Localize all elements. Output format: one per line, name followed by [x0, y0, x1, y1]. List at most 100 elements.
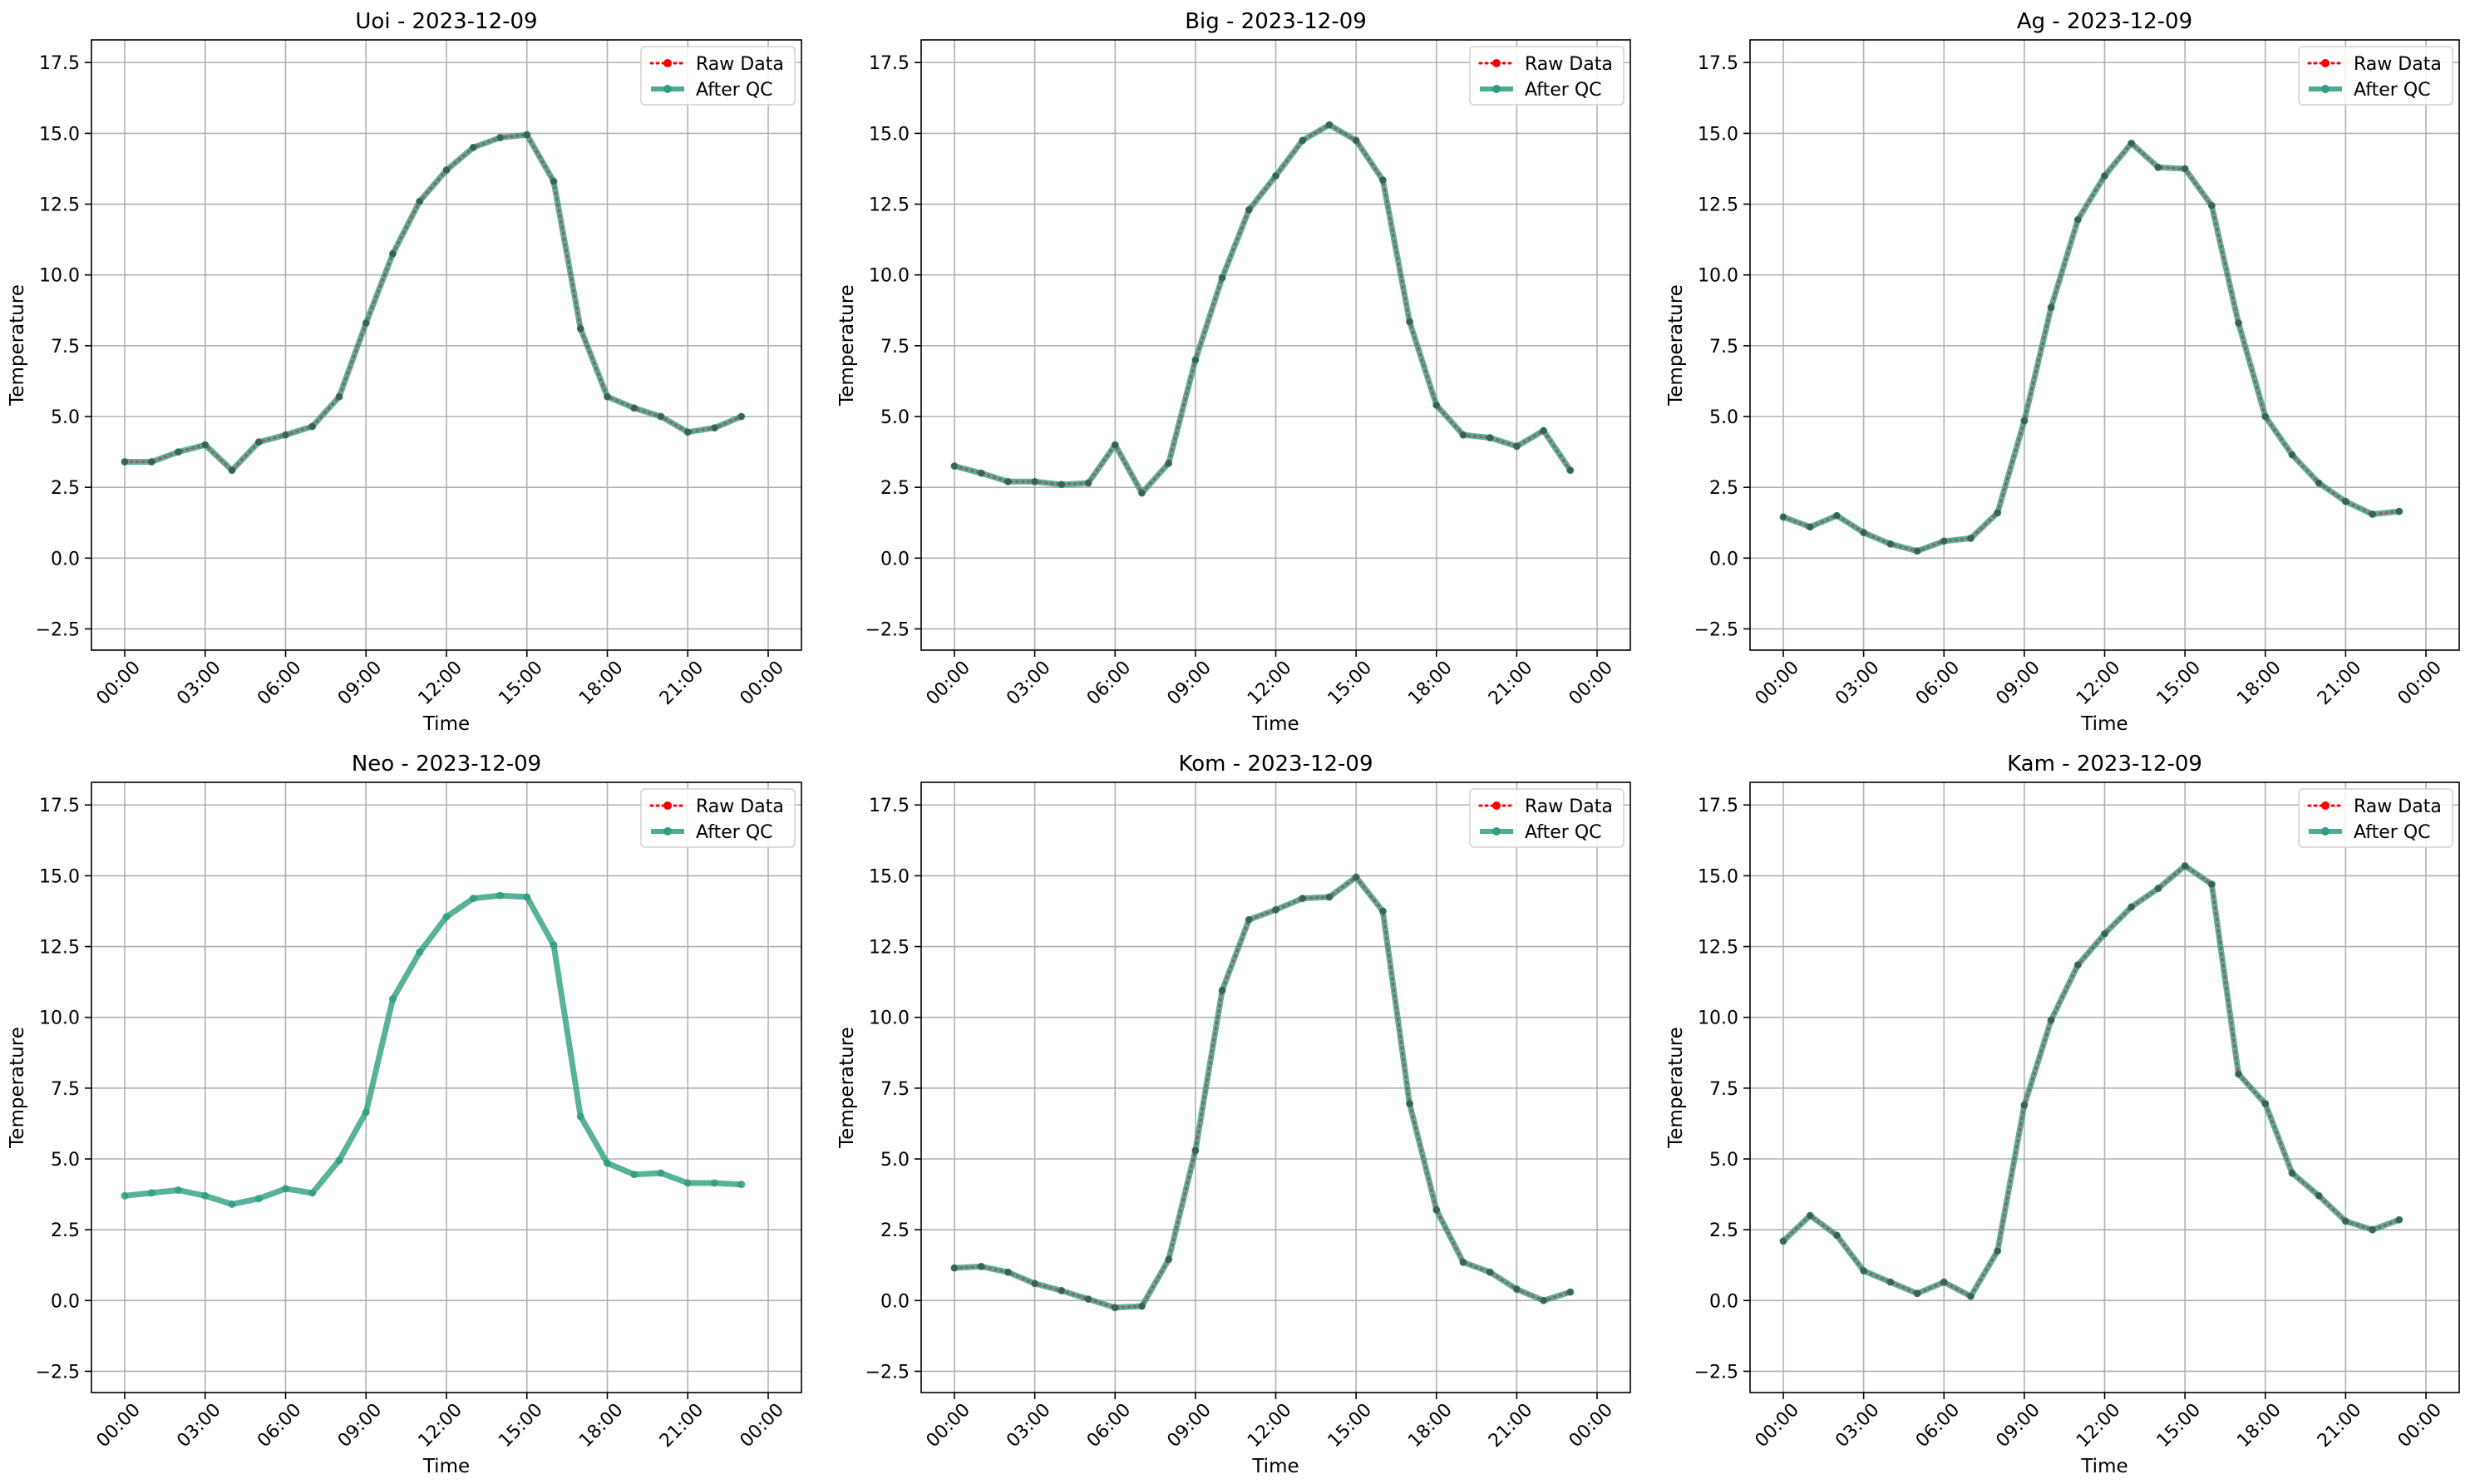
data-point-raw-data — [1245, 206, 1253, 214]
data-point-raw-data — [201, 441, 209, 449]
y-tick-label: 0.0 — [1709, 1291, 1738, 1312]
grid-lines — [1750, 40, 2459, 650]
data-point-raw-data — [604, 393, 611, 401]
data-point-raw-data — [1219, 274, 1226, 282]
data-point-raw-data — [362, 319, 370, 327]
data-point-raw-data — [2101, 930, 2108, 938]
data-point-after-qc — [389, 995, 397, 1003]
x-tick-label: 21:00 — [1485, 658, 1537, 710]
x-axis-label: Time — [1251, 1456, 1299, 1477]
legend-label-after-qc: After QC — [1525, 822, 1602, 843]
data-point-after-qc — [201, 1191, 210, 1200]
x-tick-label: 06:00 — [1912, 658, 1965, 710]
data-point-raw-data — [978, 1263, 985, 1270]
legend-marker-raw-data — [2321, 801, 2330, 810]
data-point-raw-data — [1807, 1212, 1814, 1220]
x-tick-label: 15:00 — [1324, 658, 1377, 710]
data-point-raw-data — [2127, 140, 2135, 147]
y-tick-label: 17.5 — [869, 53, 910, 74]
legend: Raw Data After QC — [640, 46, 796, 106]
data-point-raw-data — [951, 1265, 958, 1272]
data-point-raw-data — [308, 422, 316, 430]
data-point-raw-data — [2154, 885, 2162, 892]
y-axis-label: Temperature — [1665, 1027, 1687, 1149]
data-point-raw-data — [1353, 136, 1360, 144]
legend-label-raw-data: Raw Data — [696, 54, 784, 75]
y-tick-label: −2.5 — [1694, 1362, 1738, 1383]
data-point-after-qc — [282, 1185, 289, 1193]
data-point-raw-data — [1325, 121, 1333, 129]
series-line-raw-data — [953, 875, 1572, 1309]
data-point-raw-data — [1807, 523, 1814, 530]
y-tick-label: 5.0 — [1709, 1150, 1738, 1171]
data-point-after-qc — [469, 895, 477, 903]
x-tick-label: 06:00 — [1083, 658, 1136, 710]
y-tick-label: 10.0 — [1698, 266, 1738, 287]
series-line-after-qc — [954, 121, 1573, 496]
data-point-raw-data — [336, 393, 343, 401]
data-point-raw-data — [2288, 1170, 2295, 1177]
x-tick-label: 06:00 — [1083, 1400, 1136, 1452]
legend: Raw Data After QC — [640, 788, 796, 848]
y-tick-label: 15.0 — [1698, 866, 1738, 887]
series-line-after-qc — [125, 131, 743, 474]
data-point-after-qc — [228, 1200, 236, 1208]
data-point-raw-data — [121, 458, 128, 466]
y-tick-label: 12.5 — [869, 938, 910, 959]
y-tick-label: −2.5 — [36, 619, 80, 640]
data-point-raw-data — [1245, 916, 1253, 924]
legend-label-after-qc: After QC — [2354, 822, 2431, 843]
x-tick-label: 03:00 — [1832, 658, 1884, 710]
y-tick-label: 12.5 — [1698, 195, 1738, 216]
y-tick-label: 15.0 — [39, 866, 80, 887]
data-point-raw-data — [2261, 413, 2269, 421]
x-tick-label: 06:00 — [1912, 1400, 1965, 1452]
data-point-after-qc — [175, 1186, 182, 1194]
chart-title: Uoi - 2023-12-09 — [355, 9, 537, 34]
x-tick-label: 00:00 — [1752, 658, 1804, 710]
x-tick-label: 21:00 — [2314, 658, 2366, 710]
data-point-raw-data — [1004, 1269, 1012, 1276]
data-point-raw-data — [2208, 880, 2216, 888]
data-point-raw-data — [630, 404, 638, 412]
data-point-raw-data — [1191, 356, 1199, 363]
legend: Raw Data After QC — [1469, 788, 1625, 848]
chart-title: Ag - 2023-12-09 — [2017, 9, 2192, 34]
data-point-raw-data — [1566, 1289, 1574, 1296]
data-point-raw-data — [2154, 164, 2162, 171]
x-tick-label: 09:00 — [334, 1400, 387, 1452]
y-tick-label: 7.5 — [1709, 337, 1738, 357]
x-tick-label: 12:00 — [2073, 1400, 2125, 1452]
data-point-raw-data — [2315, 480, 2323, 487]
data-point-after-qc — [523, 893, 531, 901]
x-tick-label: 00:00 — [1565, 658, 1618, 710]
data-point-after-qc — [442, 913, 451, 921]
x-tick-label: 09:00 — [1992, 1400, 2044, 1452]
x-tick-label: 12:00 — [2073, 658, 2125, 710]
chart-panel-5: 00:00 03:00 06:00 09:00 12:00 15:00 18:00 21:00… — [1665, 752, 2460, 1477]
data-point-after-qc — [416, 948, 424, 956]
x-tick-label: 12:00 — [415, 658, 467, 710]
data-point-raw-data — [1112, 1304, 1119, 1311]
series-line-raw-data — [1782, 864, 2401, 1299]
series-raw-data — [1780, 140, 2403, 555]
y-tick-label: 10.0 — [39, 1008, 80, 1029]
y-tick-label: 2.5 — [51, 478, 80, 499]
data-point-raw-data — [416, 198, 423, 205]
x-tick-label: 03:00 — [1832, 1400, 1884, 1452]
x-tick-label: 06:00 — [254, 1400, 306, 1452]
data-point-raw-data — [2315, 1192, 2323, 1200]
data-point-raw-data — [2127, 903, 2135, 910]
series-line-raw-data — [1782, 141, 2401, 553]
y-tick-label: −2.5 — [36, 1362, 80, 1383]
data-point-raw-data — [1994, 1247, 2001, 1255]
series-after-qc — [950, 121, 1575, 497]
x-tick-label: 00:00 — [1565, 1400, 1618, 1452]
x-tick-label: 00:00 — [737, 658, 789, 710]
chart-title: Kom - 2023-12-09 — [1179, 752, 1373, 777]
legend-label-raw-data: Raw Data — [696, 796, 784, 817]
data-point-raw-data — [175, 448, 182, 456]
x-tick-label: 18:00 — [1404, 658, 1457, 710]
